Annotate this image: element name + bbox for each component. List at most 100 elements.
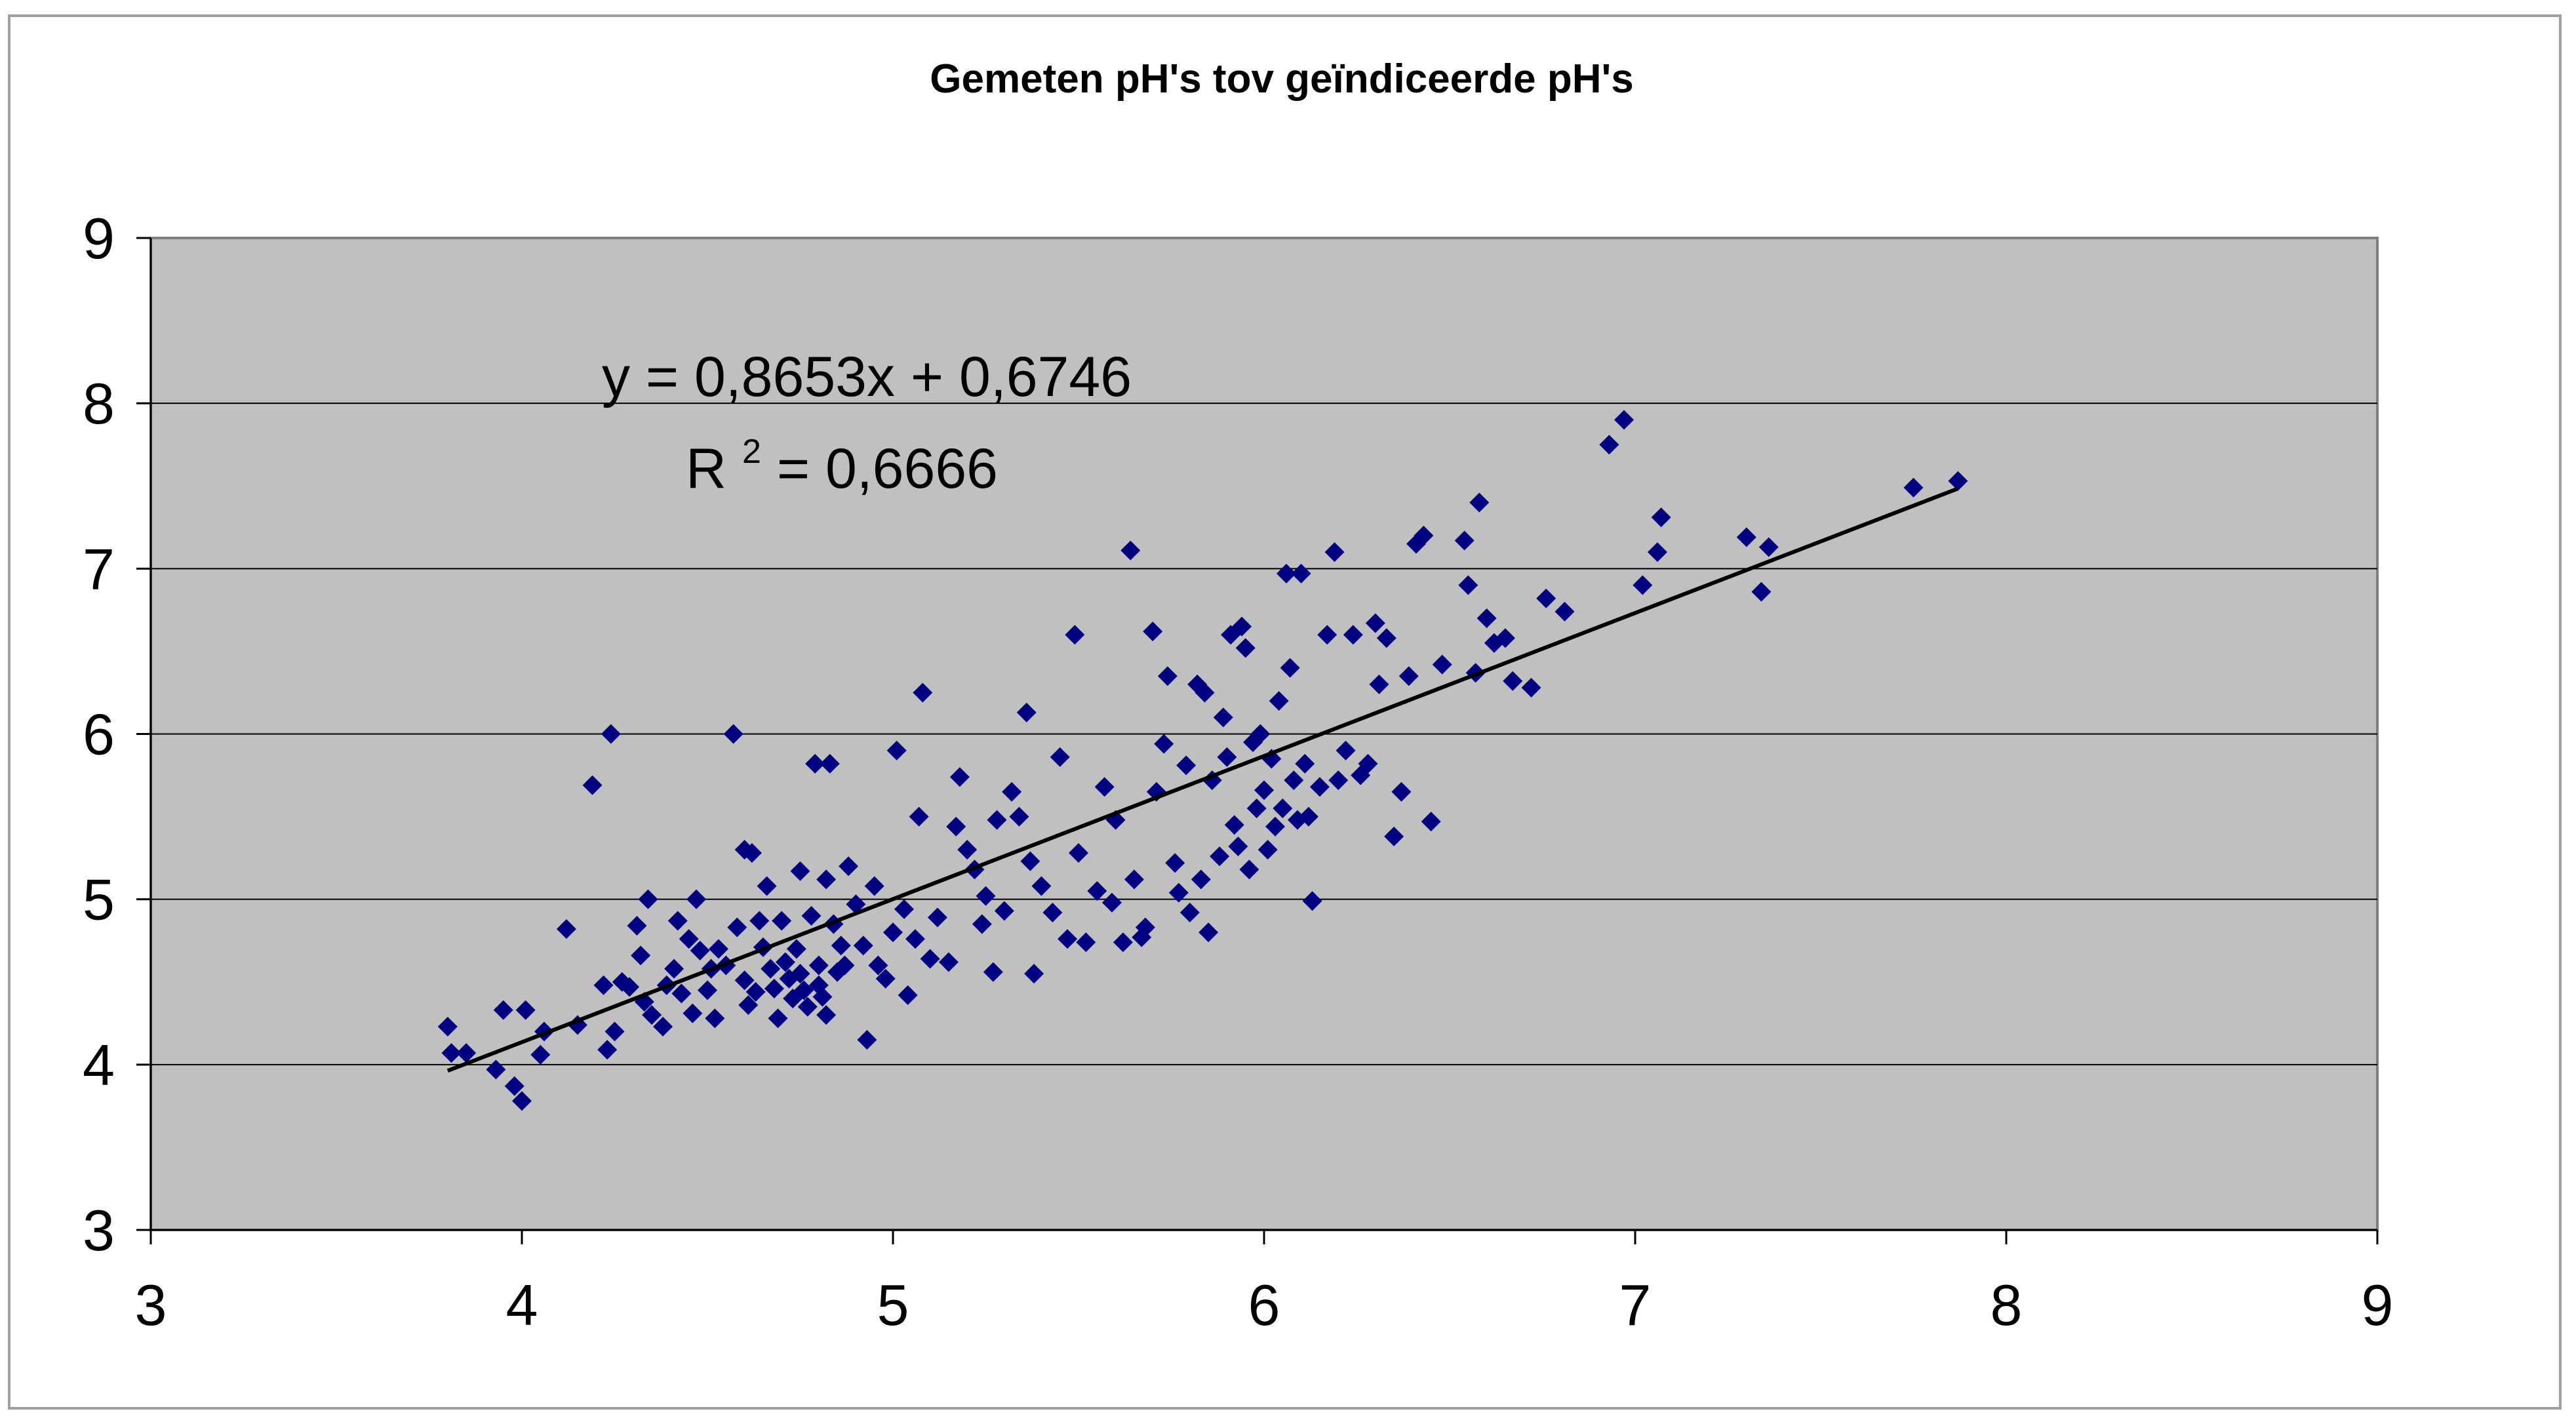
y-tick-label: 6 bbox=[83, 702, 115, 767]
data-point bbox=[1224, 815, 1244, 835]
data-point bbox=[1280, 658, 1300, 678]
data-point bbox=[805, 753, 825, 774]
y-tick-label: 3 bbox=[83, 1198, 115, 1263]
data-point bbox=[1295, 753, 1315, 774]
x-tick-label: 3 bbox=[135, 1273, 167, 1337]
data-point bbox=[1217, 747, 1237, 767]
data-point bbox=[913, 682, 933, 703]
data-point bbox=[708, 939, 728, 959]
data-point bbox=[515, 1000, 536, 1020]
x-tick-label: 5 bbox=[877, 1273, 909, 1337]
data-point bbox=[1391, 781, 1412, 802]
x-tick-label: 9 bbox=[2362, 1273, 2394, 1337]
data-point bbox=[757, 876, 777, 896]
data-point bbox=[1058, 929, 1078, 949]
data-point bbox=[905, 929, 925, 949]
data-point bbox=[820, 753, 840, 774]
data-point bbox=[1647, 542, 1667, 563]
data-point bbox=[1120, 540, 1141, 561]
data-point bbox=[946, 816, 966, 837]
r-squared-superscript: 2 bbox=[742, 433, 761, 471]
data-point bbox=[761, 959, 781, 979]
data-point bbox=[1614, 410, 1635, 430]
y-tick-label: 5 bbox=[83, 867, 115, 932]
trendline-group bbox=[446, 486, 1959, 1073]
data-point bbox=[1273, 798, 1293, 818]
data-point bbox=[1358, 753, 1378, 774]
data-point bbox=[1239, 860, 1259, 880]
data-point bbox=[839, 856, 859, 877]
data-point bbox=[1235, 638, 1256, 658]
x-tick-label: 6 bbox=[1248, 1273, 1280, 1337]
data-point bbox=[1948, 471, 1968, 491]
r-squared-value: = 0,6666 bbox=[777, 437, 998, 500]
x-tick-label: 4 bbox=[506, 1273, 538, 1337]
data-point bbox=[690, 940, 710, 960]
data-point bbox=[727, 917, 747, 938]
data-point bbox=[1065, 625, 1085, 645]
data-point bbox=[1199, 922, 1219, 943]
data-point bbox=[1213, 707, 1233, 728]
r-squared-text: R 2 = 0,6666 bbox=[686, 412, 998, 500]
data-point bbox=[734, 970, 755, 991]
trendline-equation: y = 0,8653x + 0,6746 R 2 = 0,6666 bbox=[602, 346, 1132, 500]
data-point bbox=[1758, 537, 1779, 557]
data-point bbox=[1246, 798, 1267, 818]
data-point bbox=[593, 975, 614, 995]
data-point bbox=[868, 955, 888, 976]
data-point bbox=[456, 1043, 477, 1063]
data-point bbox=[1101, 892, 1122, 913]
data-point bbox=[812, 987, 833, 1007]
data-point bbox=[738, 995, 759, 1016]
tick-labels: 3 4 5 6 7 8 9 3 4 5 6 7 8 9 bbox=[83, 206, 2393, 1337]
data-point bbox=[1298, 806, 1318, 827]
data-point bbox=[1736, 527, 1756, 547]
data-point bbox=[1232, 616, 1252, 637]
data-point bbox=[671, 983, 692, 1004]
data-point bbox=[1503, 671, 1523, 691]
data-point bbox=[1384, 826, 1404, 846]
data-point bbox=[698, 980, 717, 1000]
data-point bbox=[1210, 846, 1230, 867]
data-point bbox=[642, 1005, 662, 1025]
y-tick-label: 9 bbox=[83, 206, 115, 271]
data-point bbox=[1284, 770, 1304, 791]
data-point bbox=[1269, 691, 1289, 711]
data-point bbox=[441, 1043, 462, 1063]
data-point bbox=[1024, 964, 1044, 984]
data-point bbox=[994, 901, 1014, 921]
r-squared-prefix: R bbox=[686, 437, 726, 500]
data-point bbox=[938, 952, 959, 972]
data-point bbox=[772, 911, 792, 931]
data-point bbox=[1324, 542, 1345, 563]
data-point bbox=[983, 962, 1003, 982]
data-point bbox=[1154, 734, 1174, 754]
data-point bbox=[846, 894, 866, 915]
data-point bbox=[886, 740, 907, 761]
data-point bbox=[627, 916, 647, 936]
data-point bbox=[853, 936, 873, 956]
data-point bbox=[1009, 806, 1029, 827]
data-point bbox=[920, 949, 940, 969]
data-point bbox=[1365, 613, 1385, 633]
data-point bbox=[653, 1016, 673, 1037]
data-point bbox=[604, 1021, 625, 1042]
data-point bbox=[831, 936, 851, 956]
data-point bbox=[1432, 654, 1452, 675]
data-point bbox=[786, 939, 806, 959]
data-point bbox=[790, 861, 810, 881]
chart-title: Gemeten pH's tov geïndiceerde pH's bbox=[930, 56, 1633, 102]
data-point bbox=[1069, 843, 1088, 863]
data-point bbox=[1398, 666, 1419, 686]
data-point bbox=[1536, 588, 1556, 608]
data-point bbox=[667, 911, 688, 931]
x-tick-label: 7 bbox=[1619, 1273, 1652, 1337]
data-point bbox=[1599, 435, 1619, 455]
data-point bbox=[638, 889, 658, 909]
data-point bbox=[864, 876, 884, 896]
data-point bbox=[1458, 575, 1478, 595]
data-point bbox=[768, 1008, 788, 1029]
data-point bbox=[1168, 882, 1189, 903]
y-tick-label: 4 bbox=[83, 1033, 115, 1098]
chart-frame: Gemeten pH's tov geïndiceerde pH's 3 4 5 6 7… bbox=[8, 14, 2562, 1410]
